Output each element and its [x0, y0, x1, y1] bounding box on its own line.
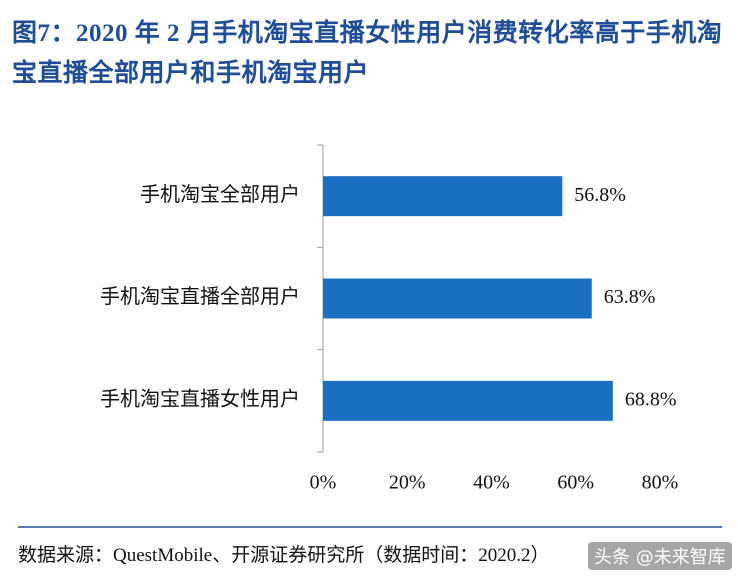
value-label: 63.8%: [604, 286, 656, 308]
x-tick-label: 0%: [310, 472, 337, 494]
bar: [323, 278, 592, 319]
x-tick-label: 40%: [473, 472, 510, 494]
bar: [323, 380, 613, 421]
bar: [323, 176, 563, 217]
x-tick-label: 80%: [642, 472, 679, 494]
y-tick-label: 手机淘宝直播女性用户: [100, 387, 300, 410]
y-tick-label: 手机淘宝直播全部用户: [100, 285, 300, 308]
chart-title: 图7：2020 年 2 月手机淘宝直播女性用户消费转化率高于手机淘宝直播全部用户…: [12, 20, 723, 87]
y-tick-label: 手机淘宝全部用户: [140, 183, 300, 206]
source-note: 数据来源：QuestMobile、开源证券研究所（数据时间：2020.2）: [18, 545, 550, 566]
watermark: 头条 @未来智库: [588, 542, 732, 570]
x-tick-label: 60%: [557, 472, 594, 494]
value-label: 68.8%: [625, 388, 677, 410]
x-tick-label: 20%: [389, 472, 426, 494]
value-label: 56.8%: [574, 184, 626, 206]
